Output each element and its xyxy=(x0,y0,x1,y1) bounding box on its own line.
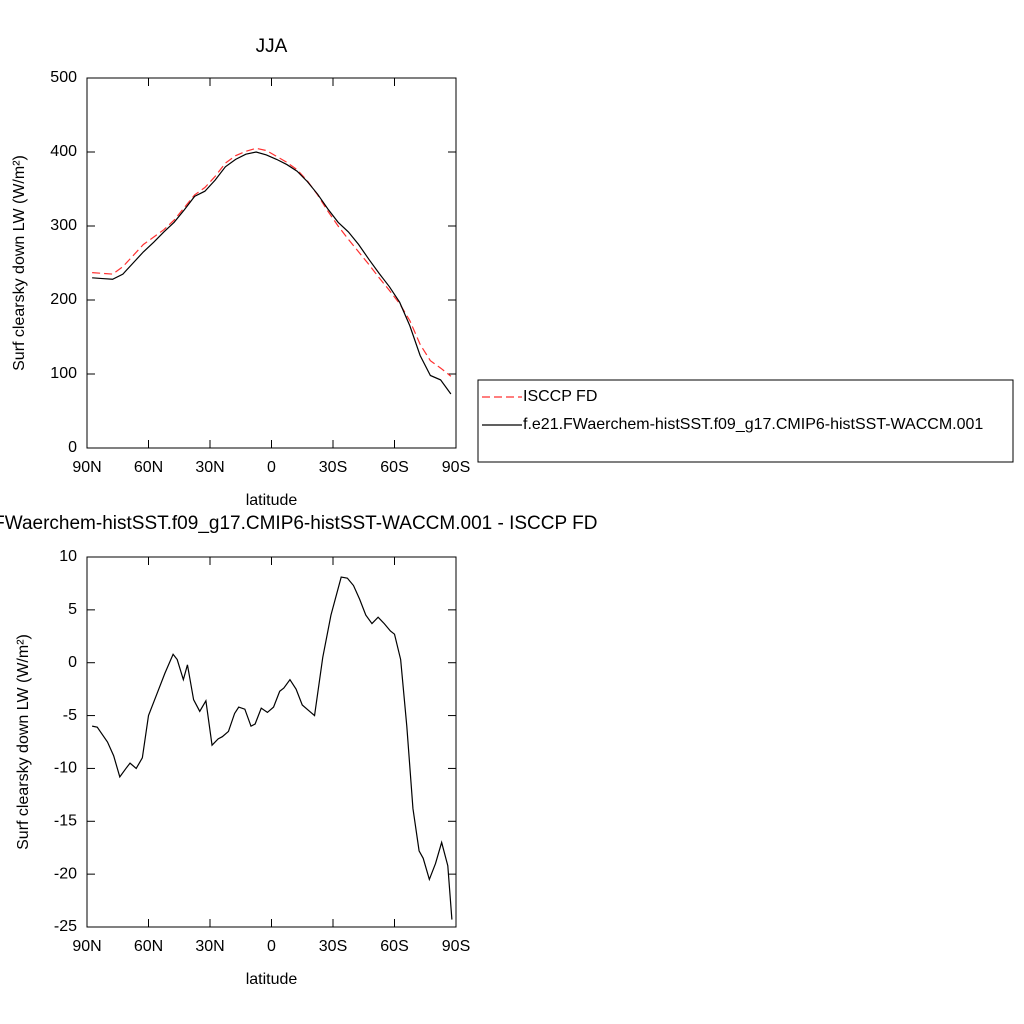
y-tick-label: 0 xyxy=(68,654,77,671)
x-tick-label: 90N xyxy=(72,459,101,476)
y-tick-label: 100 xyxy=(50,365,77,382)
chart-title: JJA xyxy=(256,36,288,57)
x-axis-label: latitude xyxy=(246,971,298,988)
y-axis-label: Surf clearsky down LW (W/m²) xyxy=(15,634,32,850)
legend-label: ISCCP FD xyxy=(523,388,597,405)
x-tick-label: 60S xyxy=(380,459,408,476)
y-tick-label: 200 xyxy=(50,291,77,308)
y-tick-label: -5 xyxy=(63,707,77,724)
x-tick-label: 30N xyxy=(195,938,224,955)
plot-frame xyxy=(86,556,457,928)
x-tick-label: 90S xyxy=(442,459,470,476)
y-tick-label: -20 xyxy=(54,865,77,882)
y-tick-label: 5 xyxy=(68,601,77,618)
x-tick-label: 90S xyxy=(442,938,470,955)
y-tick-label: 400 xyxy=(50,143,77,160)
legend-label: f.e21.FWaerchem-histSST.f09_g17.CMIP6-hi… xyxy=(523,416,983,433)
chart-title: f.e21.FWaerchem-histSST.f09_g17.CMIP6-hi… xyxy=(0,513,597,534)
y-tick-label: -25 xyxy=(54,918,77,935)
x-tick-label: 60S xyxy=(380,938,408,955)
x-tick-label: 60N xyxy=(134,938,163,955)
x-tick-label: 0 xyxy=(267,938,276,955)
x-tick-label: 30S xyxy=(319,459,347,476)
x-tick-label: 90N xyxy=(72,938,101,955)
y-tick-label: -15 xyxy=(54,813,77,830)
x-tick-label: 0 xyxy=(267,459,276,476)
plot-frame xyxy=(86,77,457,449)
data-line xyxy=(92,576,453,920)
x-tick-label: 30S xyxy=(319,938,347,955)
data-line xyxy=(92,147,452,377)
y-tick-label: -10 xyxy=(54,760,77,777)
x-tick-label: 60N xyxy=(134,459,163,476)
x-tick-label: 30N xyxy=(195,459,224,476)
x-axis-label: latitude xyxy=(246,492,298,509)
y-tick-label: 500 xyxy=(50,69,77,86)
legend-box xyxy=(477,379,1014,463)
y-tick-label: 300 xyxy=(50,217,77,234)
data-line xyxy=(92,151,452,395)
y-tick-label: 0 xyxy=(68,439,77,456)
y-tick-label: 10 xyxy=(59,548,77,565)
y-axis-label: Surf clearsky down LW (W/m²) xyxy=(11,155,28,371)
